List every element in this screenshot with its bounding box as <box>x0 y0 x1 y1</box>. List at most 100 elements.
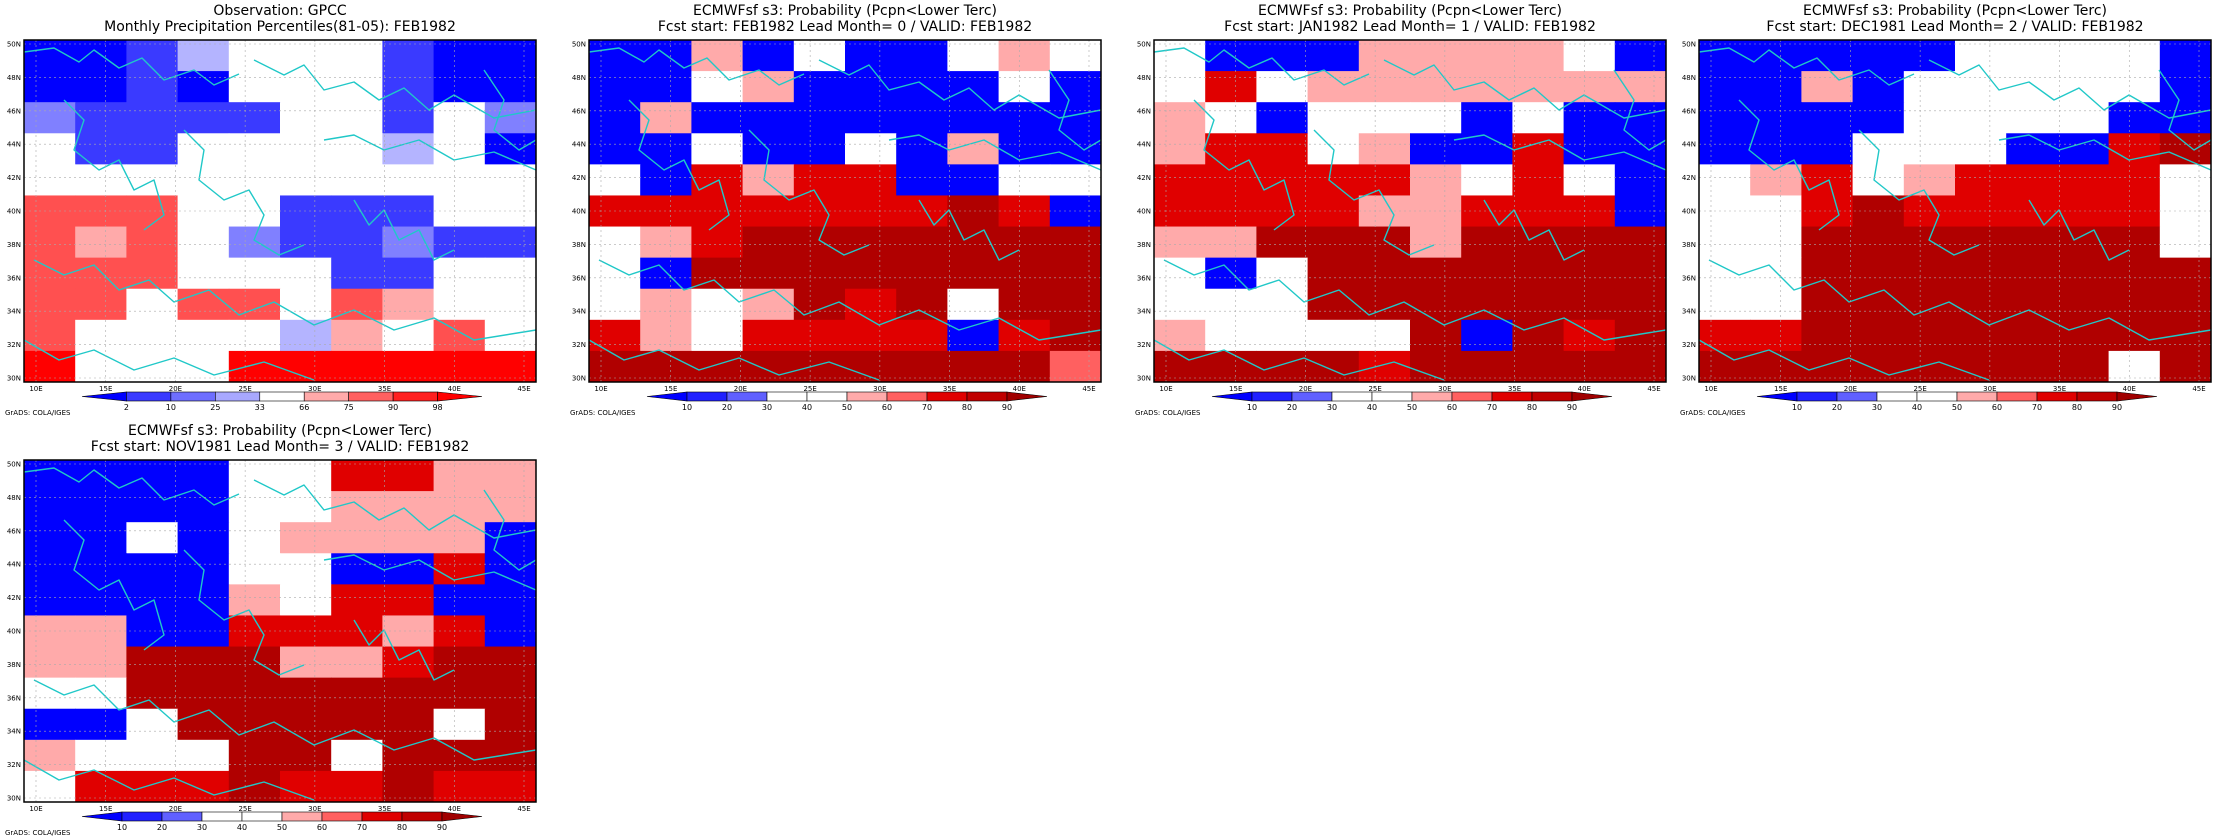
grid-cell <box>998 133 1051 165</box>
grid-cell <box>1955 133 2007 165</box>
grid-cell <box>2057 164 2110 196</box>
grid-cell <box>1614 257 1667 290</box>
lat-tick-label: 46N <box>7 107 21 115</box>
colorbar-tick-label: 10 <box>166 403 176 412</box>
grid-cell <box>2159 40 2212 72</box>
lon-tick-label: 15E <box>1774 385 1787 393</box>
colorbar-tick-label: 70 <box>922 403 932 412</box>
grid-cell <box>2006 133 2058 165</box>
grid-cell <box>177 460 230 492</box>
coastline <box>23 339 315 381</box>
grid-cell <box>1614 350 1667 383</box>
grid-cell <box>331 677 383 710</box>
grid-cell <box>382 133 435 165</box>
lat-tick-label: 34N <box>572 308 586 316</box>
data-cells <box>24 40 537 383</box>
grid-cell <box>382 288 435 321</box>
colorbar-tick-label: 80 <box>1527 403 1537 412</box>
grid-cell <box>280 71 332 103</box>
grid-cell <box>947 71 1000 103</box>
grid-cell <box>382 40 435 72</box>
coastline <box>323 134 537 171</box>
grid-cell <box>382 553 435 585</box>
grid-cell <box>177 164 230 196</box>
grid-cell <box>845 102 897 134</box>
lat-tick-label: 30N <box>1137 375 1151 383</box>
lon-tick-label: 10E <box>29 805 42 813</box>
grid-cell <box>1307 164 1360 196</box>
grid-cell <box>433 102 486 134</box>
colorbar-tick-label: 25 <box>210 403 220 412</box>
grid-cell <box>331 133 383 165</box>
grid-cell <box>280 553 332 585</box>
grid-cell <box>75 226 127 259</box>
grid-cell <box>177 491 230 523</box>
lat-tick-label: 32N <box>1137 341 1151 349</box>
grid-cell <box>280 708 332 741</box>
grid-cell <box>1049 319 1102 352</box>
grid-cell <box>280 102 332 134</box>
grid-cell <box>331 102 383 134</box>
grid-cell <box>1512 71 1565 103</box>
grid-cell <box>75 71 127 103</box>
grid-cell <box>433 677 486 710</box>
grid-cell <box>228 677 281 710</box>
grid-cell <box>24 770 76 803</box>
data-cells <box>24 460 537 803</box>
grid-cell <box>793 288 846 321</box>
lat-tick-label: 42N <box>7 174 21 182</box>
grid-cell <box>640 319 692 352</box>
lat-tick-label: 40N <box>7 628 21 636</box>
grid-cell <box>1049 71 1102 103</box>
grid-cell <box>433 164 486 196</box>
grid-cell <box>228 102 281 134</box>
grid-cell <box>2159 350 2212 383</box>
lat-tick-label: 48N <box>572 74 586 82</box>
colorbar-swatch <box>2076 391 2118 402</box>
grid-cell <box>1307 257 1360 290</box>
colorbar-tick-label: 66 <box>299 403 309 412</box>
grid-cell <box>280 133 332 165</box>
grid-cell <box>845 71 897 103</box>
grid-cell <box>998 164 1051 196</box>
grid-cell <box>228 40 281 72</box>
coastline <box>1193 99 1295 231</box>
grid-cell <box>433 770 486 803</box>
grid-cell <box>484 522 537 554</box>
grid-cell <box>75 491 127 523</box>
grid-cell <box>24 164 76 196</box>
lon-tick-label: 30E <box>873 385 886 393</box>
lat-tick-label: 38N <box>7 661 21 669</box>
grid-cell <box>126 708 179 741</box>
lon-tick-label: 20E <box>169 385 182 393</box>
grid-cell <box>484 133 537 165</box>
grid-cell <box>2108 226 2161 259</box>
colorbar-swatch <box>1371 391 1413 402</box>
grid-cell <box>484 491 537 523</box>
grid-cell <box>2159 257 2212 290</box>
grid-cell <box>1307 319 1360 352</box>
colorbar-tick-label: 70 <box>357 823 367 832</box>
lat-tick-label: 34N <box>7 308 21 316</box>
colorbar-tick-label: 50 <box>277 823 287 832</box>
lat-tick-labels: 50N 48N 46N 44N 42N 40N 38N 36N 34N 32N 30N <box>1137 41 1151 383</box>
colorbar-swatch <box>1916 391 1958 402</box>
grid-cell <box>75 350 127 383</box>
grid-cell <box>896 133 948 165</box>
lat-tick-label: 48N <box>7 74 21 82</box>
lon-tick-label: 20E <box>1844 385 1857 393</box>
grid-cell <box>1512 226 1565 259</box>
grid-cell <box>2108 288 2161 321</box>
grid-cell <box>1461 257 1513 290</box>
coastline <box>748 129 870 256</box>
grid-cell <box>845 164 897 196</box>
grid-cell <box>2159 71 2212 103</box>
grid-cell <box>998 40 1051 72</box>
lat-tick-label: 34N <box>1682 308 1696 316</box>
map-frame <box>23 459 537 803</box>
grid-cell <box>640 102 692 134</box>
grid-cell <box>484 71 537 103</box>
grid-cell <box>1955 288 2007 321</box>
grid-cell <box>793 257 846 290</box>
lon-tick-label: 40E <box>1578 385 1591 393</box>
